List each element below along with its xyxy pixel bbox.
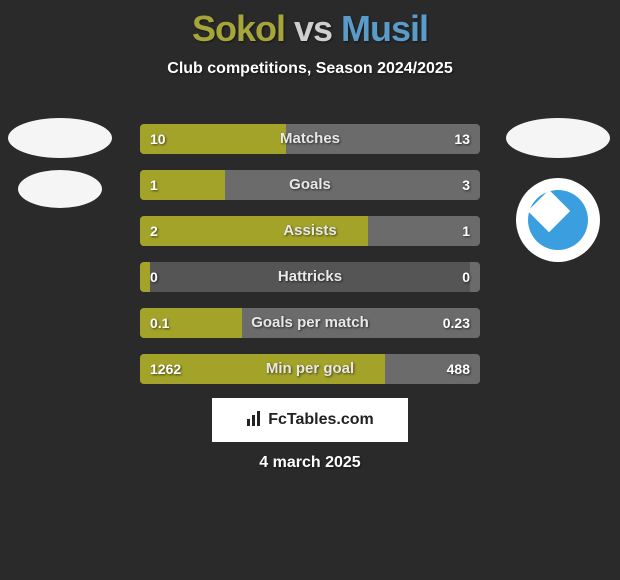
branding-text: FcTables.com — [268, 411, 374, 429]
subtitle: Club competitions, Season 2024/2025 — [0, 60, 620, 78]
player2-club-badge — [516, 178, 600, 262]
stat-value-right: 13 — [454, 124, 470, 154]
stat-value-left: 0.1 — [150, 308, 169, 338]
stat-value-left: 2 — [150, 216, 158, 246]
player1-avatar-placeholder — [8, 118, 112, 158]
stat-row: Matches10 13 — [140, 124, 480, 154]
stat-label: Matches — [140, 124, 480, 154]
comparison-bars: Matches1013Goals13Assists21Hattricks00Go… — [140, 124, 480, 400]
stat-value-left: 0 — [150, 262, 158, 292]
player2-name: Musil — [341, 8, 428, 49]
player1-club-placeholder — [18, 170, 102, 208]
stat-label: Assists — [140, 216, 480, 246]
stat-value-left: 1262 — [150, 354, 181, 384]
stat-value-left: 10 — [150, 124, 166, 154]
vs-text: vs — [294, 8, 332, 49]
stat-value-right: 0.23 — [443, 308, 470, 338]
stat-value-right: 3 — [462, 170, 470, 200]
player2-avatar-placeholder — [506, 118, 610, 158]
stat-row: Min per goal1262 488 — [140, 354, 480, 384]
date-text: 4 march 2025 — [0, 454, 620, 472]
stat-label: Goals — [140, 170, 480, 200]
stat-value-left: 1 — [150, 170, 158, 200]
player1-name: Sokol — [192, 8, 285, 49]
stat-label: Hattricks — [140, 262, 480, 292]
branding-box: FcTables.com — [212, 398, 408, 442]
stat-value-right: 0 — [462, 262, 470, 292]
stat-row: Hattricks0 0 — [140, 262, 480, 292]
stat-label: Min per goal — [140, 354, 480, 384]
comparison-title: Sokol vs Musil — [0, 0, 620, 50]
club-badge-icon — [528, 190, 588, 250]
stat-label: Goals per match — [140, 308, 480, 338]
chart-icon — [246, 409, 264, 432]
stat-value-right: 1 — [462, 216, 470, 246]
stat-value-right: 488 — [447, 354, 470, 384]
stat-row: Assists2 1 — [140, 216, 480, 246]
stat-row: Goals1 3 — [140, 170, 480, 200]
stat-row: Goals per match0.1 0.23 — [140, 308, 480, 338]
